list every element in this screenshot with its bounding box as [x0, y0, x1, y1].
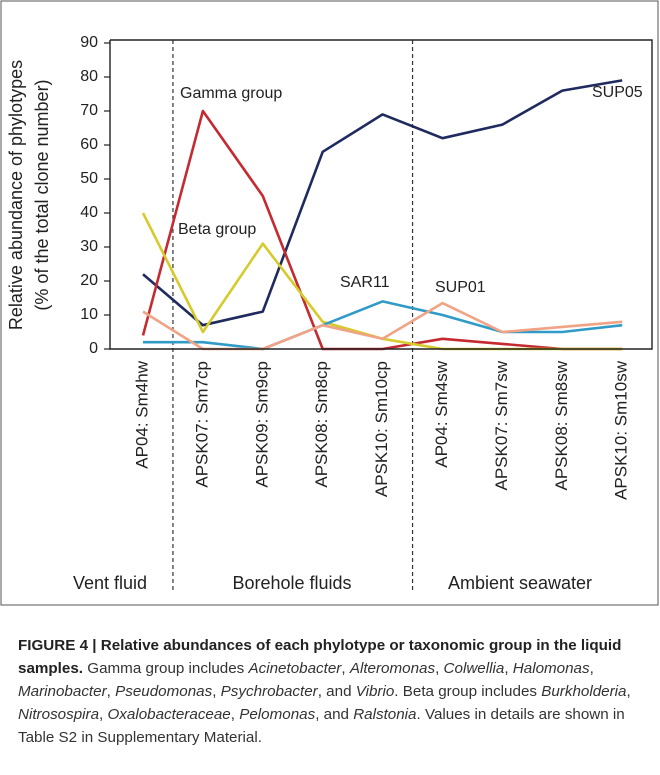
plot-frame	[109, 39, 653, 350]
caption-text: ,	[341, 660, 350, 677]
caption-italic: Acinetobacter	[248, 660, 342, 677]
y-axis-label: (% of the total clone number)	[32, 79, 52, 310]
caption-text: ,	[212, 683, 221, 700]
x-tick-label: APSK07: Sm7cp	[192, 361, 211, 488]
caption-italic: Nitrosospira	[18, 706, 100, 723]
x-tick-label: APSK09: Sm9cp	[252, 361, 271, 488]
y-tick-label: 70	[80, 102, 98, 119]
caption-text: ,	[106, 683, 116, 700]
caption-text: ,	[435, 660, 444, 677]
caption-italic: Pelomonas	[239, 706, 316, 723]
figure-frame	[0, 0, 659, 606]
y-tick-label: 90	[80, 34, 98, 51]
caption-text: , and	[317, 683, 356, 700]
y-tick-label: 50	[80, 170, 98, 187]
caption-italic: Oxalobacteraceae	[107, 706, 231, 723]
group-label: Borehole fluids	[232, 573, 351, 593]
caption-text: . Values in details are shown in Table S…	[18, 706, 625, 746]
caption-italic: Marinobacter	[18, 683, 107, 700]
y-tick-label: 0	[89, 340, 98, 357]
caption-label: FIGURE 4 | Relative abundances of each p…	[18, 637, 622, 677]
x-tick-label: APSK07: Sm7sw	[492, 360, 511, 490]
series-label: Gamma group	[180, 85, 282, 102]
y-tick-label: 40	[80, 204, 98, 221]
caption-text: . Beta group includes	[394, 683, 542, 700]
x-tick-label: AP04: Sm4hw	[132, 360, 151, 468]
x-tick-label: AP04: Sm4sw	[432, 360, 451, 467]
caption-italic: Alteromonas	[349, 660, 436, 677]
series-label: Beta group	[178, 221, 256, 238]
caption: FIGURE 4 | Relative abundances of each p…	[18, 634, 646, 749]
y-tick-label: 80	[80, 68, 98, 85]
caption-text: Gamma group includes	[87, 660, 249, 677]
caption-italic: Burkholderia	[541, 683, 627, 700]
group-label: Vent fluid	[73, 573, 147, 593]
x-tick-label: APSK10: Sm10cp	[372, 361, 391, 497]
y-axis-label: Relative abundance of phylotypes	[6, 60, 26, 330]
y-tick-label: 30	[80, 238, 98, 255]
caption-italic: Pseudomonas	[115, 683, 213, 700]
y-tick-label: 20	[80, 272, 98, 289]
caption-text: ,	[99, 706, 108, 723]
caption-text: ,	[230, 706, 240, 723]
figure: Relative abundance of phylotypes (% of th…	[0, 0, 659, 606]
caption-italic: Halomonas	[512, 660, 590, 677]
caption-text: ,	[504, 660, 513, 677]
series-label: SAR11	[340, 274, 390, 291]
series-label: SUP01	[435, 279, 486, 296]
x-tick-label: APSK08: Sm8sw	[552, 360, 571, 490]
caption-italic: Ralstonia	[353, 706, 417, 723]
caption-text: , and	[315, 706, 354, 723]
caption-italic: Colwellia	[443, 660, 505, 677]
caption-text: ,	[589, 660, 594, 677]
caption-italic: Psychrobacter	[220, 683, 318, 700]
y-tick-label: 10	[80, 306, 98, 323]
x-tick-label: APSK10: Sm10sw	[612, 360, 631, 500]
series-label: SUP05	[592, 84, 643, 101]
x-tick-label: APSK08: Sm8cp	[312, 361, 331, 488]
y-tick-label: 60	[80, 136, 98, 153]
caption-text: ,	[626, 683, 631, 700]
series-line	[143, 300, 623, 351]
series-line	[142, 301, 623, 351]
caption-italic: Vibrio	[355, 683, 395, 700]
group-label: Ambient seawater	[448, 573, 592, 593]
series-line	[142, 79, 623, 327]
